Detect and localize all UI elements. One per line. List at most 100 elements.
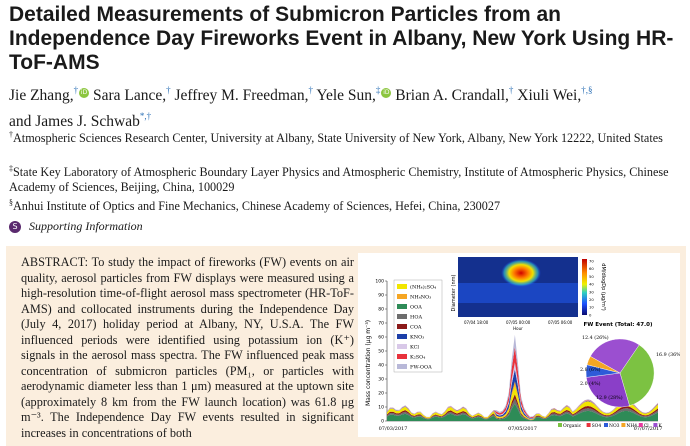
x-tick-label: 07/05/2017 — [508, 426, 537, 432]
colorbar-tick: 0 — [589, 312, 592, 317]
pie-legend: Organic SO4 NO3 NH4 Cl K — [558, 423, 662, 429]
legend-label: (NH₄)₂SO₄ — [410, 284, 436, 291]
abstract-body: To study the impact of fireworks (FW) ev… — [21, 255, 354, 440]
colorbar-ticks: 70 60 50 40 30 20 10 0 — [589, 259, 594, 318]
author-name[interactable]: Brian A. Crandall,† — [395, 85, 513, 104]
legend-swatch — [397, 304, 407, 309]
area-series — [387, 398, 658, 421]
toc-graphic: Diameter (nm) 07/04 18:00 07/05 00:00 07… — [358, 253, 680, 437]
pie-value-label: 2.8 (6%) — [580, 366, 601, 373]
x-ticks: 07/03/2017 07/05/2017 07/07/2017 — [379, 426, 663, 432]
pie-legend-label: K — [658, 423, 662, 429]
author-name[interactable]: Jie Zhang,† iD — [9, 85, 90, 104]
pie-slice — [619, 344, 655, 406]
paper-title: Detailed Measurements of Submicron Parti… — [9, 3, 674, 74]
pie-value-label: 2.0 (4%) — [580, 380, 601, 387]
author-affiliation-mark: † — [308, 85, 314, 95]
author-name-text: Jeffrey M. Freedman, — [174, 87, 309, 104]
legend-label: OOA — [410, 305, 422, 311]
legend: (NH₄)₂SO₄ NH₄NO₃ OOA HOA COA KNO₃ KCl K₂SO₄ FW-O… — [393, 279, 443, 373]
pie-legend-swatch — [586, 423, 591, 427]
y-tick-label: 70 — [378, 321, 384, 327]
pie-legend-swatch — [638, 423, 643, 427]
legend-label: NH₄NO₃ — [410, 295, 431, 301]
affiliation-text: State Key Laboratory of Atmospheric Boun… — [9, 165, 669, 194]
heatmap-xtick: 07/05 06:00 — [548, 320, 573, 325]
pie-legend-label: NO3 — [609, 423, 620, 429]
pie-legend-swatch — [558, 423, 562, 427]
y-tick-label: 60 — [378, 335, 384, 341]
pie-slice — [586, 372, 630, 408]
legend-swatch — [397, 284, 407, 289]
legend-label: FW-OOA — [410, 365, 432, 371]
legend-label: HOA — [410, 315, 422, 321]
affiliation-text: Atmospheric Sciences Research Center, Un… — [13, 131, 663, 145]
supporting-info-link[interactable]: S Supporting Information — [9, 219, 143, 234]
author-name-text: Yele Sun, — [316, 87, 376, 104]
abstract-label: ABSTRACT: — [21, 255, 89, 269]
pie-slice — [590, 338, 640, 374]
orcid-icon[interactable]: iD — [79, 88, 90, 98]
author-name[interactable]: and James J. Schwab*,† — [9, 111, 151, 130]
supporting-info-icon: S — [9, 220, 21, 233]
legend-swatch — [397, 364, 407, 369]
author-affiliation-mark: † — [166, 85, 171, 95]
heatmap-band — [458, 283, 578, 303]
abstract: ABSTRACT: To study the impact of firewor… — [21, 255, 354, 441]
author-affiliation-mark: † — [73, 85, 79, 95]
pie-legend-label: SO4 — [592, 423, 602, 429]
heatmap-hotspot — [501, 259, 541, 287]
affiliation-text: Anhui Institute of Optics and Fine Mecha… — [13, 199, 501, 213]
author-name-text: Xiuli Wei, — [517, 87, 582, 104]
affiliation-3: §Anhui Institute of Optics and Fine Mech… — [9, 195, 689, 214]
orcid-icon[interactable]: iD — [381, 88, 392, 98]
y-tick-label: 50 — [378, 349, 384, 355]
legend-swatch — [397, 324, 407, 329]
colorbar-tick: 50 — [589, 274, 594, 279]
author-name[interactable]: Sara Lance,† — [92, 85, 171, 104]
heatmap-colorbar — [582, 259, 587, 315]
area-series — [387, 403, 658, 421]
heatmap-xtick: 07/05 00:00 — [506, 320, 531, 325]
author-affiliation-mark: †,§ — [581, 85, 593, 95]
legend-label: KCl — [410, 345, 419, 351]
pie-legend-label: NH4 — [626, 423, 637, 429]
pie-chart — [585, 338, 655, 408]
author-list: Jie Zhang,† iD Sara Lance,† Jeffrey M. Fr… — [9, 80, 681, 132]
colorbar-tick: 30 — [589, 289, 594, 294]
affiliation-mark: ‡ — [9, 164, 13, 173]
y-tick-label: 0 — [381, 419, 384, 425]
author-name[interactable]: Xiuli Wei,†,§ — [517, 85, 593, 104]
colorbar-tick: 70 — [589, 259, 594, 264]
y-tick-label: 20 — [378, 391, 384, 397]
heatmap-xlabel: Hour — [513, 326, 523, 331]
colorbar-tick: 60 — [589, 266, 594, 271]
y-ticks: 0 10 20 30 40 50 60 70 80 90 100 — [375, 279, 387, 425]
colorbar-tick: 10 — [589, 305, 594, 310]
y-tick-label: 10 — [378, 405, 384, 411]
toc-figure: Diameter (nm) 07/04 18:00 07/05 00:00 07… — [365, 257, 680, 432]
pie-legend-label: Cl — [644, 423, 649, 429]
legend-label: KNO₃ — [410, 335, 424, 341]
heatmap-ylabel: Diameter (nm) — [451, 275, 457, 312]
author-name[interactable]: Yele Sun,‡ iD — [316, 85, 392, 104]
author-affiliation-mark: ‡ — [375, 85, 381, 95]
y-tick-label: 30 — [378, 377, 384, 383]
stacked-area-series — [387, 334, 658, 421]
pie-value-label: 12.9 (28%) — [596, 394, 623, 401]
pie-legend-swatch — [653, 423, 658, 427]
legend-swatch — [397, 344, 407, 349]
colorbar-tick: 20 — [589, 297, 594, 302]
author-name-text: Sara Lance, — [92, 87, 167, 104]
y-tick-label: 100 — [375, 279, 384, 285]
author-name-text: Brian A. Crandall, — [395, 87, 509, 104]
affiliation-2: ‡State Key Laboratory of Atmospheric Bou… — [9, 161, 689, 195]
colorbar-tick: 40 — [589, 282, 594, 287]
affiliation-mark: † — [9, 130, 13, 139]
colorbar-label: dM/dlogDp (μg/m³) — [600, 263, 606, 310]
area-series — [387, 385, 658, 420]
author-name[interactable]: Jeffrey M. Freedman,† — [174, 85, 314, 104]
affiliation-1: †Atmospheric Sciences Research Center, U… — [9, 127, 689, 146]
supporting-info-label[interactable]: Supporting Information — [29, 219, 143, 233]
legend-swatch — [397, 334, 407, 339]
